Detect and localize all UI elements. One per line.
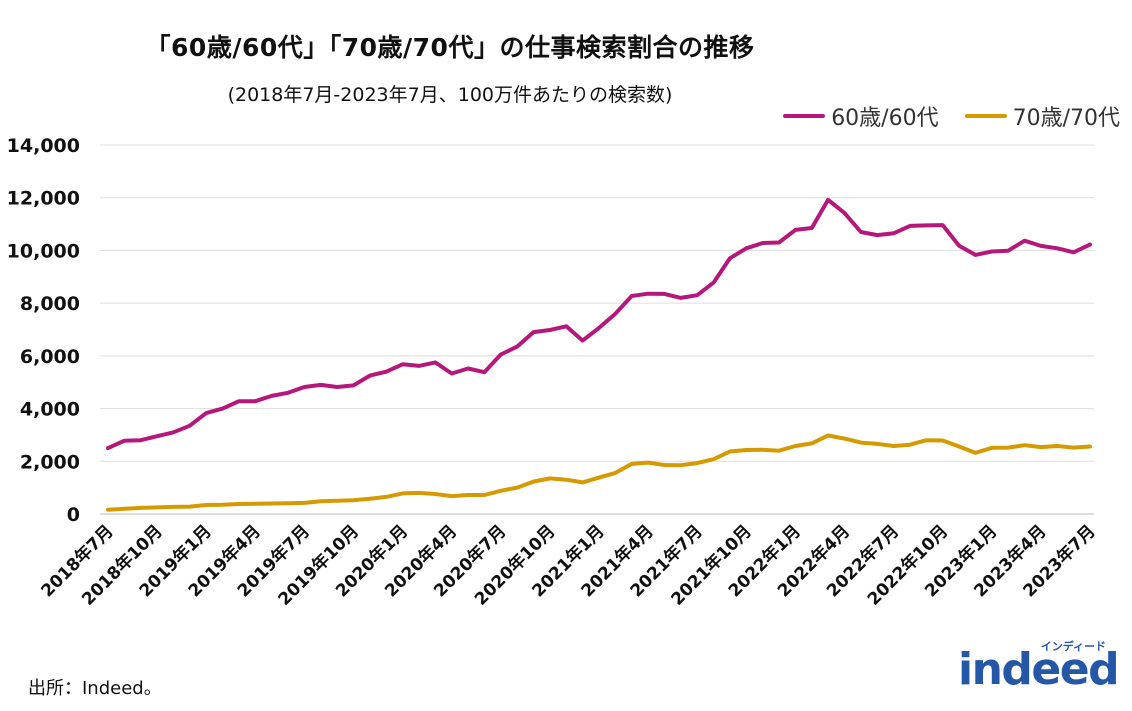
logo-text: indeed [958, 644, 1120, 695]
grid-lines [100, 144, 1094, 515]
y-tick-label: 6,000 [20, 346, 80, 368]
legend-item-series-1: 60歳/60代 [783, 100, 939, 132]
y-tick-label: 12,000 [7, 188, 80, 210]
legend-item-series-2: 70歳/70代 [964, 100, 1120, 132]
indeed-logo: インディード indeed [958, 640, 1120, 696]
chart-subtitle: (2018年7月-2023年7月、100万件あたりの検索数) [227, 84, 673, 106]
y-tick-label: 10,000 [7, 240, 80, 262]
y-tick-label: 0 [67, 504, 80, 526]
legend-swatch-series-2 [964, 114, 1007, 118]
y-tick-label: 2,000 [20, 451, 80, 473]
legend-label-series-2: 70歳/70代 [1012, 106, 1120, 131]
series-line-2 [106, 433, 1092, 512]
source-note: 出所：Indeed。 [28, 678, 162, 699]
y-tick-label: 14,000 [7, 135, 80, 157]
legend: 60歳/60代 70歳/70代 [783, 100, 1120, 132]
x-axis-ticks: 2018年7月2018年10月2019年1月2019年4月2019年7月2019… [37, 521, 1100, 610]
legend-label-series-1: 60歳/60代 [831, 106, 939, 131]
series-line-1 [106, 197, 1092, 451]
chart-title: 「60歳/60代」「70歳/70代」の仕事検索割合の推移 [145, 33, 755, 62]
y-tick-label: 4,000 [20, 399, 80, 421]
y-tick-label: 8,000 [20, 293, 80, 315]
series-lines [106, 197, 1092, 512]
logo-kana: インディード [1040, 640, 1106, 653]
y-axis-ticks: 0 2,000 4,000 6,000 8,000 10,000 12,000 14,000 [7, 135, 80, 526]
legend-swatch-series-1 [783, 114, 826, 118]
